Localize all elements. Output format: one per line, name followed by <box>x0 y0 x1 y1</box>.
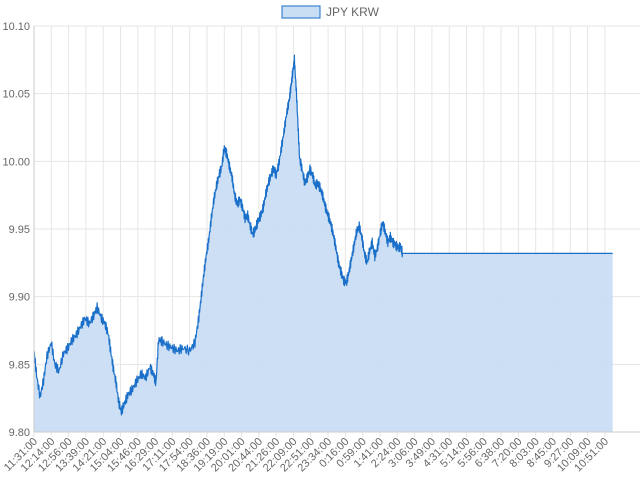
y-tick-label: 10.05 <box>2 89 30 101</box>
legend-swatch[interactable] <box>281 5 321 19</box>
y-tick-label: 9.90 <box>9 292 30 304</box>
y-tick-label: 10.10 <box>2 21 30 33</box>
chart-legend[interactable]: JPY KRW <box>281 5 380 19</box>
series-area-fill <box>34 55 613 432</box>
legend-label[interactable]: JPY KRW <box>326 5 380 19</box>
y-tick-label: 9.85 <box>9 359 30 371</box>
y-tick-label: 9.95 <box>9 224 30 236</box>
series-layer <box>33 54 613 432</box>
y-tick-label: 9.80 <box>9 427 30 439</box>
y-tick-label: 10.00 <box>2 156 30 168</box>
series-line[interactable] <box>33 54 613 416</box>
